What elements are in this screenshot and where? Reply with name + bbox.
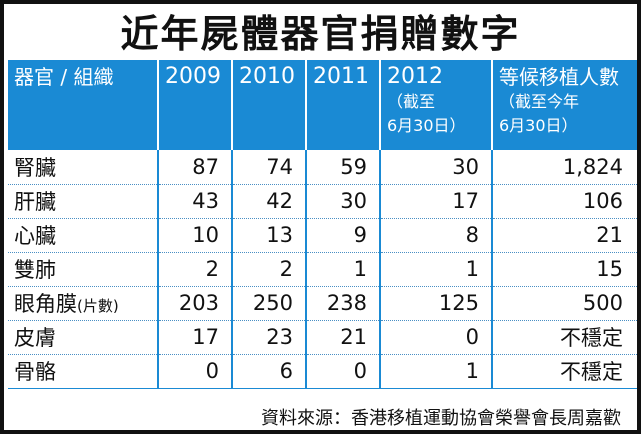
value-cell-y2011: 1 xyxy=(305,252,380,287)
value-cell-y2012: 8 xyxy=(379,218,492,253)
header-2010: 2010 xyxy=(231,60,306,150)
value-cell-y2011: 238 xyxy=(305,286,380,321)
value-cell-y2012: 1 xyxy=(379,354,492,389)
header-organ: 器官 / 組織 xyxy=(8,60,158,150)
donation-table: 器官 / 組織 2009 2010 2011 2012 （截至 6月30日） 等… xyxy=(8,60,637,389)
organ-cell: 肝臟 xyxy=(8,184,158,219)
value-cell-y2009: 87 xyxy=(157,150,232,185)
value-cell-y2012: 0 xyxy=(379,320,492,355)
table-row: 心臟 10 13 9 8 21 xyxy=(8,218,637,253)
value-cell-y2011: 59 xyxy=(305,150,380,185)
value-cell-y2009: 203 xyxy=(157,286,232,321)
table-row: 皮膚 17 23 21 0 不穩定 xyxy=(8,320,637,355)
chart-title: 近年屍體器官捐贈數字 xyxy=(120,11,521,56)
value-cell-y2011: 0 xyxy=(305,354,380,389)
table-row: 眼角膜(片數) 203 250 238 125 500 xyxy=(8,286,637,321)
value-cell-y2009: 10 xyxy=(157,218,232,253)
value-cell-y2012: 1 xyxy=(379,252,492,287)
value-cell-y2012: 125 xyxy=(379,286,492,321)
header-2012: 2012 （截至 6月30日） xyxy=(379,60,492,150)
value-cell-waiting: 106 xyxy=(491,184,637,219)
unit-label: (片數) xyxy=(77,297,119,315)
organ-cell: 眼角膜(片數) xyxy=(8,286,158,321)
organ-cell: 腎臟 xyxy=(8,150,158,185)
value-cell-waiting: 1,824 xyxy=(491,150,637,185)
value-cell-y2010: 250 xyxy=(231,286,306,321)
value-cell-waiting: 不穩定 xyxy=(491,354,637,389)
table-row: 雙肺 2 2 1 1 15 xyxy=(8,252,637,287)
value-cell-y2012: 17 xyxy=(379,184,492,219)
table-row: 肝臟 43 42 30 17 106 xyxy=(8,184,637,219)
value-cell-y2009: 2 xyxy=(157,252,232,287)
header-2011: 2011 xyxy=(305,60,380,150)
header-2012-note: （截至 6月30日） xyxy=(387,92,466,135)
value-cell-waiting: 21 xyxy=(491,218,637,253)
value-cell-waiting: 500 xyxy=(491,286,637,321)
header-waiting: 等候移植人數 （截至今年 6月30日） xyxy=(491,60,637,150)
organ-cell: 皮膚 xyxy=(8,320,158,355)
source-note: 資料來源：香港移植運動協會榮譽會長周嘉歡 xyxy=(261,408,621,429)
organ-cell: 心臟 xyxy=(8,218,158,253)
header-row: 器官 / 組織 2009 2010 2011 2012 （截至 6月30日） 等… xyxy=(8,60,637,150)
value-cell-waiting: 不穩定 xyxy=(491,320,637,355)
value-cell-y2011: 30 xyxy=(305,184,380,219)
value-cell-y2010: 2 xyxy=(231,252,306,287)
header-waiting-note: （截至今年 6月30日） xyxy=(499,92,580,135)
value-cell-y2010: 23 xyxy=(231,320,306,355)
value-cell-y2010: 13 xyxy=(231,218,306,253)
value-cell-y2009: 43 xyxy=(157,184,232,219)
organ-cell: 骨骼 xyxy=(8,354,158,389)
value-cell-y2009: 17 xyxy=(157,320,232,355)
value-cell-y2009: 0 xyxy=(157,354,232,389)
organ-cell: 雙肺 xyxy=(8,252,158,287)
value-cell-y2010: 42 xyxy=(231,184,306,219)
table-row: 骨骼 0 6 0 1 不穩定 xyxy=(8,354,637,389)
value-cell-y2012: 30 xyxy=(379,150,492,185)
value-cell-y2011: 9 xyxy=(305,218,380,253)
table-row: 腎臟 87 74 59 30 1,824 xyxy=(8,150,637,185)
header-2009: 2009 xyxy=(157,60,232,150)
value-cell-waiting: 15 xyxy=(491,252,637,287)
value-cell-y2010: 6 xyxy=(231,354,306,389)
value-cell-y2011: 21 xyxy=(305,320,380,355)
value-cell-y2010: 74 xyxy=(231,150,306,185)
